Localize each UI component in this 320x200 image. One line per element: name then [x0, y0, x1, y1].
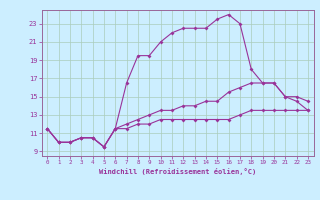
X-axis label: Windchill (Refroidissement éolien,°C): Windchill (Refroidissement éolien,°C): [99, 168, 256, 175]
